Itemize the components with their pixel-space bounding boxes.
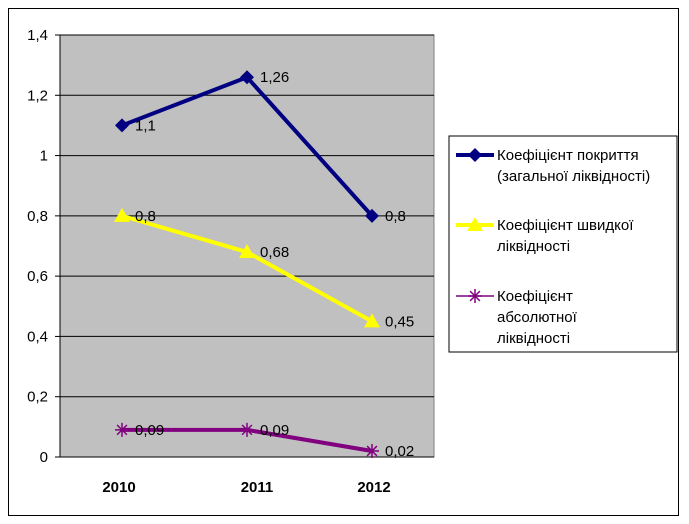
data-label: 0,09 [260,422,289,439]
legend-label: Коефіцієнт покриття [497,147,639,164]
series-2-point [239,244,255,259]
y-tick-label: 0,4 [27,328,48,345]
data-label: 0,02 [385,443,414,460]
legend-label: (загальної ліквідності) [497,168,650,185]
x-tick-label: 2011 [241,479,274,496]
y-tick-label: 0,6 [27,268,48,285]
data-label: 0,09 [135,422,164,439]
data-label: 0,8 [135,208,156,225]
legend-marker-2 [467,217,483,231]
series-3-point [115,422,129,437]
legend-label: Коефіцієнт [497,288,573,305]
legend-marker-3 [468,289,482,303]
y-tick-label: 0 [40,449,48,466]
data-label: 0,8 [385,208,406,225]
legend-box [448,135,678,353]
series-1-point [115,118,129,133]
legend-label: ліквідності [497,330,570,347]
series-1-point [240,70,254,85]
series-3-point [365,443,379,458]
y-tick-label: 1,2 [27,87,48,104]
series-2-point [364,313,380,328]
legend-label: ліквідності [497,238,570,255]
x-tick-label: 2010 [102,479,135,496]
legend-label: абсолютної [497,309,578,326]
x-tick-label: 2012 [357,479,390,496]
legend-label: Коефіцієнт швидкої [497,217,634,234]
y-tick-label: 1,4 [27,27,48,44]
y-tick-label: 0,8 [27,208,48,225]
data-label: 0,68 [260,244,289,261]
data-label: 1,26 [260,69,289,86]
data-label: 1,1 [135,117,156,134]
y-tick-label: 1 [40,148,48,165]
series-3-point [240,422,254,437]
legend-marker-1 [468,148,482,162]
data-label: 0,45 [385,313,414,330]
series-1-point [365,208,379,223]
y-tick-label: 0,2 [27,389,48,406]
series-2-point [114,207,130,222]
